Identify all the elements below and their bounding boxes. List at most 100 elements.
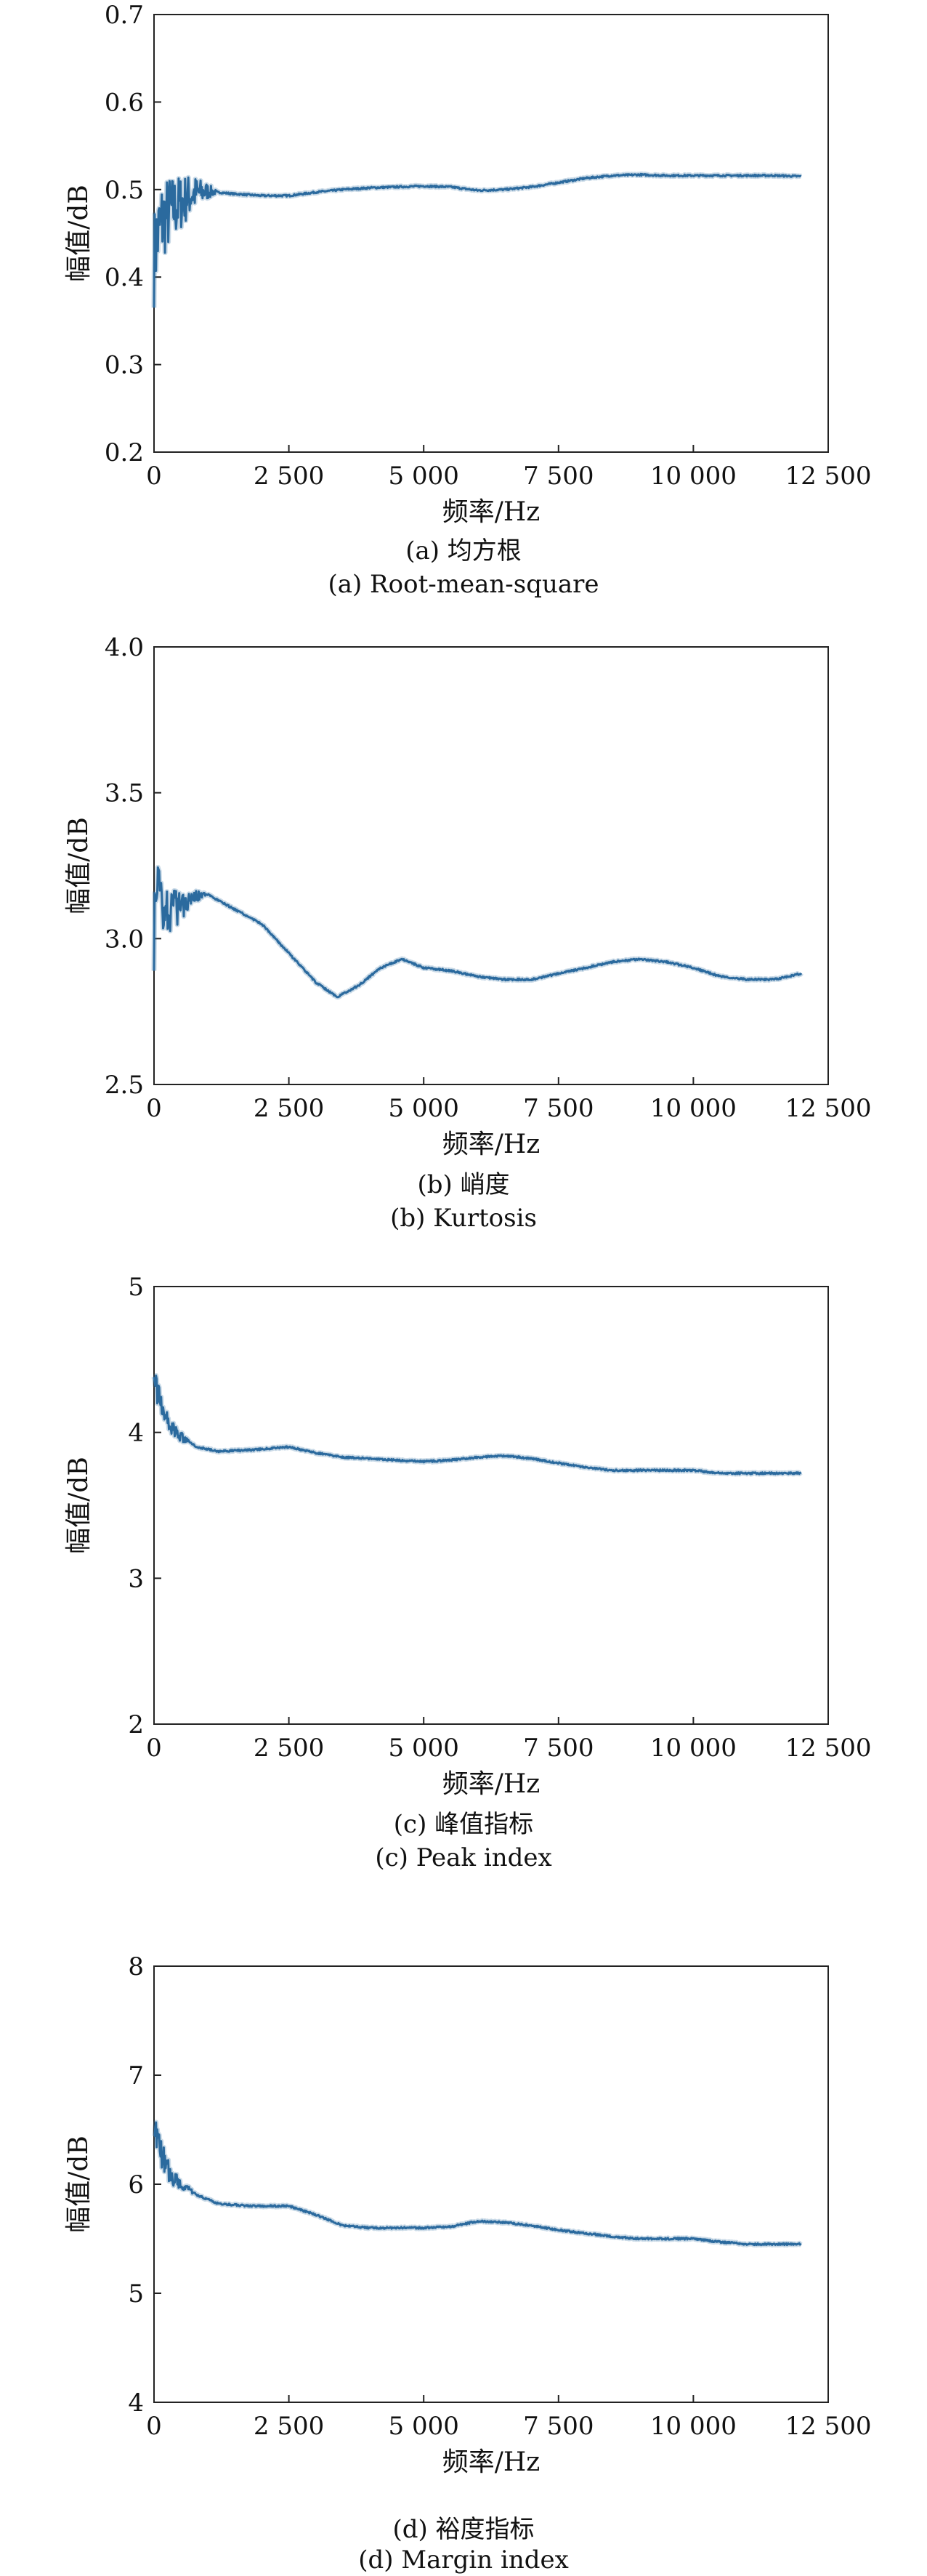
y-tick-label: 6 [128, 2170, 144, 2199]
y-tick-label: 0.6 [105, 88, 144, 117]
x-tick-label: 2 500 [254, 1734, 324, 1763]
x-tick-label: 2 500 [254, 2412, 324, 2441]
data-point [218, 2203, 220, 2205]
y-tick-label: 5 [128, 1273, 144, 1302]
data-point [557, 2229, 559, 2231]
data-point [401, 958, 403, 960]
data-point [379, 967, 381, 969]
plot-frame [153, 14, 829, 453]
y-tick-label: 4 [128, 1419, 144, 1448]
data-point [180, 201, 182, 204]
data-point [250, 1449, 252, 1451]
chart-panel-d: 4 5 6 7 8 0 2 500 5 000 7 500 10 000 12 500 频率/Hz 幅值… [0, 1919, 927, 2576]
data-point [396, 186, 398, 188]
data-point [665, 174, 668, 177]
y-tick-label: 3.0 [105, 925, 144, 954]
data-point [163, 909, 166, 911]
x-tick-label: 12 500 [785, 1094, 872, 1123]
plot-frame [153, 1286, 829, 1725]
data-point [153, 2118, 155, 2120]
data-point [423, 1460, 425, 1462]
data-point [341, 2225, 344, 2227]
data-point [477, 975, 479, 978]
data-point [288, 195, 290, 197]
data-point [207, 894, 209, 896]
data-point [288, 2205, 290, 2207]
data-point [153, 938, 155, 940]
data-point [800, 973, 802, 975]
caption-en-b: (b) Kurtosis [390, 1204, 537, 1233]
x-tick-label: 7 500 [523, 2412, 594, 2441]
data-point [584, 1466, 586, 1468]
data-point [503, 2221, 506, 2223]
data-point [692, 2238, 695, 2240]
data-point [368, 187, 371, 189]
chart-c: 2 3 4 5 0 2 500 5 000 7 500 10 000 12 500 频率/Hz 幅值/… [64, 1273, 872, 1799]
data-point [196, 2194, 198, 2197]
x-tick-label: 10 000 [650, 462, 737, 491]
y-axis-label: 幅值/dB [64, 185, 94, 282]
data-point [396, 1459, 398, 1461]
data-point [155, 880, 158, 882]
data-point [557, 1462, 559, 1464]
x-tick-label: 5 000 [389, 1734, 459, 1763]
chart-d: 4 5 6 7 8 0 2 500 5 000 7 500 10 000 12 500 频率/Hz 幅值… [64, 1952, 871, 2477]
data-point [169, 210, 171, 212]
x-tick-label: 2 500 [254, 1094, 324, 1123]
x-tick-label: 2 500 [254, 462, 324, 491]
y-tick-label: 4 [128, 2388, 144, 2418]
data-point [161, 2156, 163, 2158]
data-point [719, 174, 721, 177]
data-point [503, 188, 506, 190]
data-point [423, 967, 425, 969]
data-point [773, 978, 775, 981]
data-point [315, 1452, 317, 1454]
data-point [719, 1472, 721, 1474]
data-point [477, 2221, 479, 2223]
data-point [800, 175, 802, 177]
series-line [153, 172, 802, 308]
y-tick-label: 3.5 [105, 779, 144, 808]
data-point [423, 2227, 425, 2229]
data-point [218, 1450, 220, 1452]
data-point [665, 2238, 668, 2240]
data-point [665, 961, 668, 963]
data-point [612, 961, 614, 963]
y-tick-label: 4.0 [105, 633, 144, 662]
plot-frame [153, 1965, 829, 2403]
x-tick-label: 10 000 [650, 2412, 737, 2441]
data-point [341, 1456, 344, 1458]
x-tick-label: 12 500 [785, 1734, 872, 1763]
data-point [423, 185, 425, 187]
y-tick-label: 0.7 [105, 1, 144, 30]
x-tick-label: 5 000 [389, 2412, 459, 2441]
data-point [153, 259, 155, 261]
caption-en-a: (a) Root-mean-square [328, 570, 599, 599]
data-point [584, 2232, 586, 2234]
x-tick-label: 10 000 [650, 1094, 737, 1123]
y-tick-label: 7 [128, 2061, 144, 2090]
data-point [190, 894, 193, 896]
data-point [477, 1456, 479, 1458]
data-point [180, 1436, 182, 1438]
caption-en-d: (d) Margin index [358, 2545, 569, 2575]
x-tick-label: 7 500 [523, 1734, 594, 1763]
data-point [800, 2243, 802, 2245]
data-point [288, 1446, 290, 1448]
data-point [612, 2236, 614, 2238]
data-point [234, 193, 236, 195]
y-tick-label: 3 [128, 1564, 144, 1593]
data-point [315, 2214, 317, 2216]
data-point [196, 1446, 198, 1448]
data-point [557, 182, 559, 184]
data-point [639, 2238, 641, 2240]
data-point [190, 193, 193, 195]
caption-cn-a: (a) 均方根 [405, 536, 522, 565]
data-point [639, 174, 641, 176]
data-point [639, 958, 641, 960]
series-line [153, 866, 803, 999]
data-point [161, 219, 163, 221]
series-line [153, 1374, 802, 1476]
data-point [612, 174, 614, 177]
data-point [530, 186, 533, 188]
